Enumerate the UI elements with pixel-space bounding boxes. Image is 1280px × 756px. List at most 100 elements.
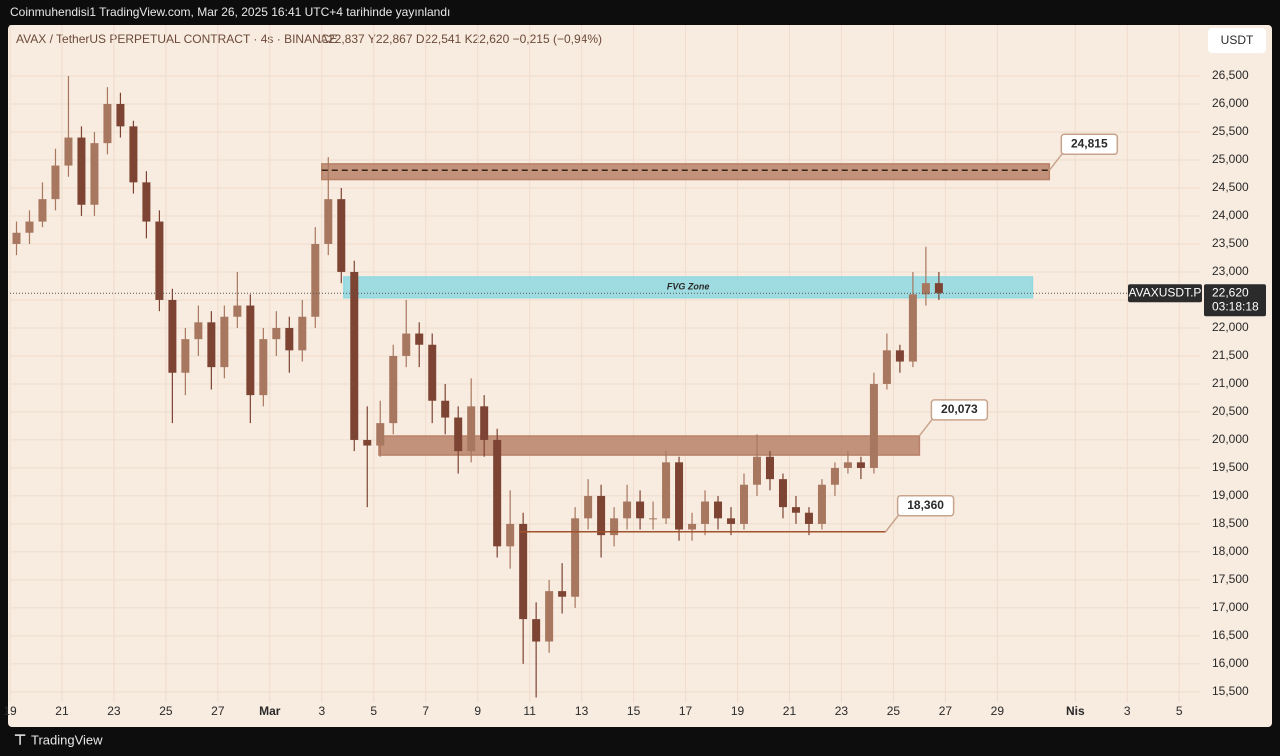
candle-body xyxy=(506,523,515,547)
callout-label: 18,360 xyxy=(907,498,944,512)
candle-body xyxy=(428,344,437,401)
candle-body xyxy=(246,305,255,396)
candle-body xyxy=(454,417,463,452)
callout-label: 24,815 xyxy=(1071,136,1108,150)
candle-body xyxy=(778,479,787,508)
x-tick-label: 21 xyxy=(783,704,797,718)
brand: TradingView xyxy=(31,732,103,747)
candle-body xyxy=(25,221,34,233)
x-tick-label: 29 xyxy=(991,704,1005,718)
candle-body xyxy=(817,484,826,524)
symbol-label: AVAXUSDT.P xyxy=(1129,285,1202,299)
candle-body xyxy=(103,103,112,144)
y-tick-label: 16,500 xyxy=(1212,628,1249,642)
x-tick-label: 3 xyxy=(318,704,325,718)
candle-body xyxy=(558,591,567,597)
price-tag xyxy=(1204,284,1266,317)
candle-body xyxy=(636,501,645,519)
y-tick-label: 26,500 xyxy=(1212,68,1249,82)
y-tick-label: 23,500 xyxy=(1212,236,1249,250)
x-tick-label: 27 xyxy=(211,704,225,718)
candle-body xyxy=(765,456,774,480)
callout-box xyxy=(930,399,989,421)
candle-body xyxy=(12,232,21,244)
candle-body xyxy=(233,305,242,317)
candle-body xyxy=(155,221,164,300)
currency-button[interactable] xyxy=(1208,28,1266,53)
y-tick-label: 15,500 xyxy=(1212,684,1249,698)
y-tick-label: 20,500 xyxy=(1212,404,1249,418)
candle-body xyxy=(662,462,671,519)
callout-label: 20,073 xyxy=(941,402,978,416)
candle-body xyxy=(168,299,177,373)
candle-body xyxy=(908,294,917,362)
candle-body xyxy=(181,339,190,373)
candle-body xyxy=(142,182,151,222)
x-tick-label: 25 xyxy=(887,704,901,718)
candle-body xyxy=(64,137,73,166)
y-tick-label: 19,000 xyxy=(1212,488,1249,502)
candle-body xyxy=(532,619,541,642)
callout-box xyxy=(1060,133,1119,156)
y-tick-label: 22,000 xyxy=(1212,320,1249,334)
y-tick-label: 17,500 xyxy=(1212,572,1249,586)
candle-body xyxy=(324,199,333,244)
x-tick-label: 23 xyxy=(835,704,849,718)
callout-connector xyxy=(885,513,901,533)
candle-body xyxy=(649,518,658,520)
candle-body xyxy=(337,199,346,272)
candle-body xyxy=(519,523,528,620)
y-tick-label: 19,500 xyxy=(1212,460,1249,474)
candle-body xyxy=(610,518,619,536)
x-tick-label: 25 xyxy=(159,704,173,718)
price-label: 22,620 xyxy=(1212,285,1249,299)
x-tick-label: 7 xyxy=(422,704,429,718)
x-tick-label: 27 xyxy=(939,704,953,718)
candle-body xyxy=(350,271,359,440)
currency-label[interactable]: USDT xyxy=(1221,33,1254,47)
candle-body xyxy=(571,518,580,597)
candle-body xyxy=(376,423,385,446)
zone-label: FVG Zone xyxy=(667,282,710,292)
candle-body xyxy=(259,339,268,396)
candle-body xyxy=(714,501,723,519)
x-tick-label: 17 xyxy=(679,704,693,718)
candle-body xyxy=(804,512,813,524)
candle-body xyxy=(752,456,761,485)
candle-body xyxy=(830,467,839,485)
y-tick-label: 25,500 xyxy=(1212,124,1249,138)
x-tick-label: 13 xyxy=(575,704,589,718)
y-tick-label: 24,500 xyxy=(1212,180,1249,194)
candle-body xyxy=(791,507,800,513)
candle-body xyxy=(298,316,307,351)
y-tick-label: 17,000 xyxy=(1212,600,1249,614)
candle-body xyxy=(389,355,398,424)
candle-body xyxy=(545,591,554,642)
x-tick-label: 21 xyxy=(55,704,69,718)
candle-body xyxy=(675,462,684,530)
candle-body xyxy=(363,439,372,446)
candle-body xyxy=(415,333,424,345)
x-tick-label: 15 xyxy=(627,704,641,718)
candle-body xyxy=(467,406,476,452)
x-tick-label: 5 xyxy=(370,704,377,718)
candle-body xyxy=(272,327,281,340)
y-tick-label: 16,000 xyxy=(1212,656,1249,670)
candle-body xyxy=(921,283,930,295)
y-tick-label: 21,500 xyxy=(1212,348,1249,362)
x-tick-label: 19 xyxy=(3,704,17,718)
plot: 15,500 16,000 16,500 17,000 17,500 18,000 18,5… xyxy=(3,25,1266,718)
candle-body xyxy=(843,462,852,468)
y-tick-label: 24,000 xyxy=(1212,208,1249,222)
y-tick-label: 18,500 xyxy=(1212,516,1249,530)
countdown: 03:18:18 xyxy=(1212,299,1259,313)
y-tick-label: 20,000 xyxy=(1212,432,1249,446)
candle-body xyxy=(285,327,294,351)
candle-body xyxy=(129,126,138,183)
candle-body xyxy=(584,495,593,519)
candle-body xyxy=(480,406,489,440)
y-tick-label: 26,000 xyxy=(1212,96,1249,110)
candle-body xyxy=(116,103,125,127)
zone xyxy=(343,276,1034,299)
